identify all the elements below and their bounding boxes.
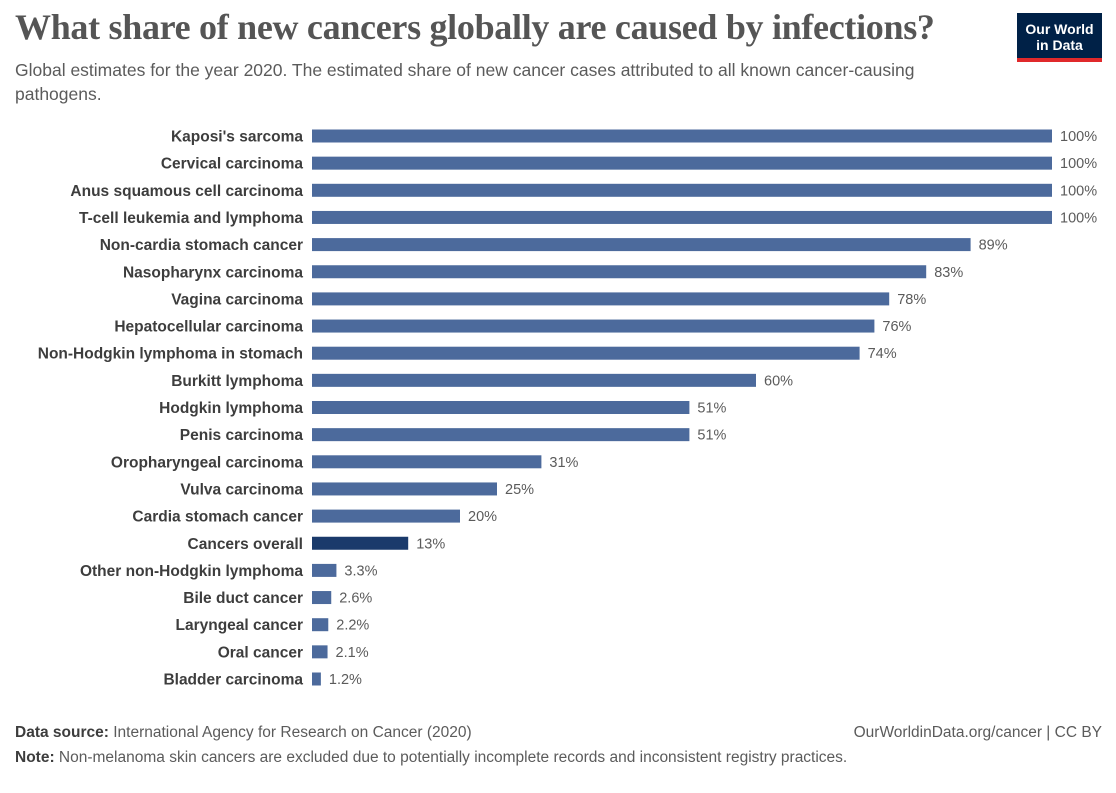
- attribution-link[interactable]: OurWorldinData.org/cancer | CC BY: [853, 724, 1102, 741]
- value-label: 100%: [1060, 129, 1097, 145]
- value-label: 89%: [979, 238, 1008, 254]
- category-label: Vagina carcinoma: [171, 291, 303, 308]
- category-label: Other non-Hodgkin lymphoma: [80, 563, 303, 580]
- category-label: Oral cancer: [218, 644, 303, 661]
- category-label: Nasopharynx carcinoma: [123, 264, 303, 281]
- value-label: 100%: [1060, 210, 1097, 226]
- bar[interactable]: [312, 346, 860, 360]
- category-label: Kaposi's sarcoma: [171, 129, 303, 146]
- logo-line-1: Our World: [1025, 21, 1094, 37]
- category-label: Bladder carcinoma: [163, 672, 303, 689]
- value-label: 20%: [468, 509, 497, 525]
- owid-logo[interactable]: Our World in Data: [1017, 13, 1102, 62]
- value-label: 3.3%: [344, 563, 377, 579]
- category-label: Hepatocellular carcinoma: [114, 319, 303, 336]
- category-label: Anus squamous cell carcinoma: [70, 183, 303, 200]
- category-label: Laryngeal cancer: [175, 617, 303, 634]
- chart-subtitle: Global estimates for the year 2020. The …: [15, 60, 915, 104]
- value-label: 74%: [868, 346, 897, 362]
- category-label: Hodgkin lymphoma: [159, 400, 303, 417]
- category-label: Vulva carcinoma: [180, 481, 303, 498]
- logo-line-2: in Data: [1036, 37, 1083, 53]
- bar[interactable]: [312, 645, 328, 659]
- bars: Kaposi's sarcoma 100% Cervical carcinoma 10…: [38, 129, 1097, 689]
- category-label: Bile duct cancer: [183, 590, 303, 607]
- value-label: 78%: [897, 292, 926, 308]
- bar[interactable]: [312, 563, 337, 577]
- bar[interactable]: [312, 455, 542, 469]
- bar[interactable]: [312, 156, 1052, 170]
- category-label: Cardia stomach cancer: [132, 509, 303, 526]
- bar[interactable]: [312, 292, 890, 306]
- bar[interactable]: [312, 183, 1052, 197]
- value-label: 100%: [1060, 156, 1097, 172]
- category-label: Non-Hodgkin lymphoma in stomach: [38, 346, 303, 363]
- value-label: 60%: [764, 373, 793, 389]
- note-label: Note:: [15, 749, 55, 766]
- value-label: 83%: [934, 265, 963, 281]
- bar[interactable]: [312, 618, 329, 632]
- bar[interactable]: [312, 129, 1052, 143]
- value-label: 2.6%: [339, 591, 372, 607]
- bar[interactable]: [312, 265, 927, 279]
- bar[interactable]: [312, 591, 332, 605]
- category-label: Penis carcinoma: [180, 427, 304, 444]
- data-source: Data source: International Agency for Re…: [15, 724, 472, 742]
- note: Note: Non-melanoma skin cancers are excl…: [15, 749, 847, 767]
- data-source-text: International Agency for Research on Can…: [113, 724, 472, 741]
- bar[interactable]: [312, 536, 409, 550]
- value-label: 2.1%: [336, 645, 369, 661]
- bar[interactable]: [312, 482, 497, 496]
- value-label: 25%: [505, 482, 534, 498]
- value-label: 51%: [697, 428, 726, 444]
- category-label: Oropharyngeal carcinoma: [111, 454, 303, 471]
- data-source-label: Data source:: [15, 724, 109, 741]
- value-label: 31%: [549, 455, 578, 471]
- value-label: 1.2%: [329, 672, 362, 688]
- bar[interactable]: [312, 428, 690, 442]
- note-text: Non-melanoma skin cancers are excluded d…: [58, 749, 848, 766]
- category-label: Cancers overall: [188, 536, 303, 553]
- category-label: Cervical carcinoma: [161, 156, 304, 173]
- bar-chart: Kaposi's sarcoma 100% Cervical carcinoma 10…: [38, 129, 1097, 689]
- value-label: 51%: [697, 401, 726, 417]
- bar[interactable]: [312, 401, 690, 414]
- bar[interactable]: [312, 509, 460, 523]
- value-label: 76%: [882, 319, 911, 335]
- bar[interactable]: [312, 210, 1052, 224]
- value-label: 100%: [1060, 183, 1097, 199]
- bar[interactable]: [312, 672, 321, 686]
- chart-title: What share of new cancers globally are c…: [15, 7, 935, 47]
- category-label: T-cell leukemia and lymphoma: [79, 210, 303, 227]
- bar[interactable]: [312, 319, 875, 333]
- category-label: Burkitt lymphoma: [171, 373, 303, 390]
- bar[interactable]: [312, 238, 971, 252]
- bar[interactable]: [312, 373, 756, 387]
- category-label: Non-cardia stomach cancer: [100, 237, 303, 254]
- value-label: 2.2%: [336, 618, 369, 634]
- value-label: 13%: [416, 536, 445, 552]
